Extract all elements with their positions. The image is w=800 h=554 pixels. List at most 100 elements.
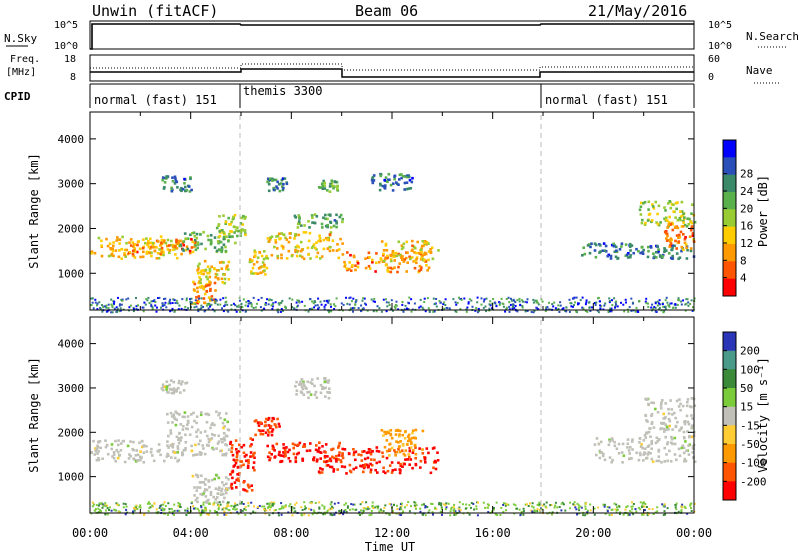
data-cell [519, 514, 522, 517]
data-cell [575, 310, 578, 313]
data-cell [326, 247, 330, 250]
data-cell [631, 302, 634, 305]
data-cell [654, 441, 658, 445]
data-cell [268, 502, 271, 505]
data-cell [229, 485, 233, 488]
data-cell [318, 446, 321, 450]
colorbar-tick-label: 12 [740, 237, 753, 250]
data-cell [134, 508, 137, 511]
data-cell [142, 306, 145, 309]
data-cell [326, 511, 329, 514]
data-cell [322, 179, 325, 183]
data-cell [107, 254, 111, 258]
data-cell [401, 303, 404, 306]
data-cell [356, 260, 359, 263]
y-tick-label: 4000 [58, 338, 85, 351]
data-cell [225, 491, 228, 495]
data-cell [204, 506, 207, 509]
data-cell [196, 496, 199, 500]
data-cell [414, 437, 417, 440]
data-cell [409, 439, 412, 442]
data-cell [616, 506, 618, 509]
data-cell [296, 299, 299, 302]
data-cell [677, 447, 681, 451]
data-cell [128, 251, 132, 254]
x-tick-label: 08:00 [273, 526, 309, 540]
data-cell [346, 505, 349, 508]
data-cell [321, 387, 324, 391]
data-cell [251, 455, 255, 458]
data-cell [477, 501, 479, 504]
data-cell [320, 182, 324, 186]
data-cell [186, 509, 189, 512]
data-cell [120, 303, 123, 306]
data-cell [305, 449, 309, 453]
data-cell [663, 460, 666, 463]
data-cell [399, 440, 402, 443]
data-cell [642, 513, 645, 516]
power-x-ticks [89, 112, 695, 310]
data-cell [385, 456, 389, 460]
data-cell [260, 254, 264, 258]
data-cell [267, 303, 270, 306]
data-cell [207, 513, 210, 516]
data-cell [599, 250, 602, 253]
data-cell [379, 258, 383, 261]
data-cell [691, 232, 695, 235]
data-cell [177, 505, 180, 508]
data-cell [266, 428, 270, 432]
data-cell [631, 505, 634, 508]
data-cell [672, 306, 675, 309]
data-cell [216, 496, 219, 499]
data-cell [214, 509, 217, 512]
data-cell [674, 239, 677, 243]
data-cell [264, 273, 267, 276]
data-cell [486, 503, 489, 506]
data-cell [403, 258, 406, 261]
data-cell [234, 241, 237, 245]
data-cell [664, 423, 667, 426]
data-cell [182, 448, 186, 452]
data-cell [326, 223, 329, 227]
data-cell [394, 307, 397, 309]
data-cell [177, 438, 180, 442]
data-cell [317, 449, 320, 452]
data-cell [584, 303, 587, 306]
data-cell [342, 513, 345, 516]
data-cell [227, 504, 230, 507]
data-cell [206, 277, 209, 281]
x-tick-label: 20:00 [575, 526, 611, 540]
data-cell [628, 306, 631, 309]
data-cell [502, 503, 505, 506]
data-cell [324, 513, 327, 516]
data-cell [118, 304, 121, 307]
data-cell [408, 463, 411, 466]
colorbar-tick-label: 28 [740, 168, 753, 181]
data-cell [280, 244, 284, 248]
data-cell [686, 420, 690, 424]
data-cell [588, 251, 592, 255]
data-cell [593, 302, 596, 304]
data-cell [620, 451, 624, 454]
data-cell [230, 304, 233, 307]
data-cell [661, 303, 664, 306]
data-cell [164, 241, 168, 245]
data-cell [171, 307, 174, 310]
data-cell [154, 301, 157, 303]
data-cell [405, 181, 409, 184]
data-cell [276, 308, 279, 311]
data-cell [482, 501, 485, 504]
data-cell [573, 501, 576, 504]
data-cell [322, 238, 326, 242]
data-cell [431, 511, 434, 514]
data-cell [216, 303, 219, 306]
data-cell [225, 505, 228, 508]
data-cell [362, 509, 365, 512]
data-cell [267, 177, 270, 181]
data-cell [173, 299, 176, 302]
data-cell [367, 506, 369, 508]
data-cell [626, 256, 630, 259]
data-cell [302, 445, 305, 448]
data-cell [373, 297, 376, 300]
